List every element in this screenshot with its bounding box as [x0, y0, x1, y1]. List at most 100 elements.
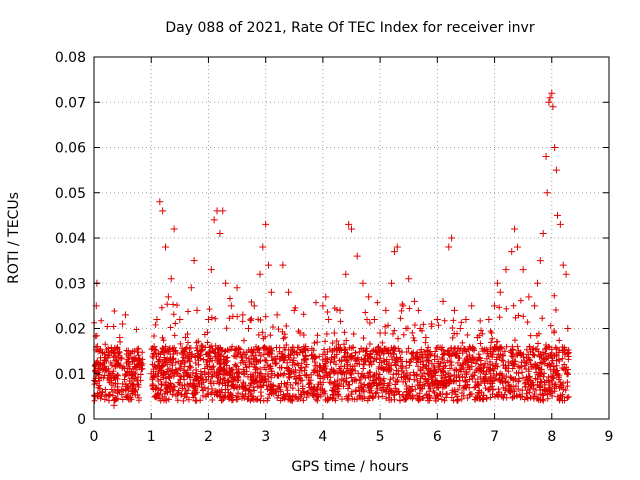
noise-point — [488, 329, 495, 336]
noise-point — [251, 364, 258, 371]
noise-point — [216, 388, 223, 395]
noise-point — [184, 339, 191, 346]
noise-point — [313, 396, 320, 403]
noise-point — [105, 391, 112, 398]
data-point — [307, 352, 315, 360]
noise-point — [167, 324, 174, 331]
noise-point — [424, 370, 431, 377]
noise-point — [417, 384, 424, 391]
noise-point — [500, 352, 507, 359]
noise-point — [348, 355, 355, 362]
noise-point — [549, 373, 556, 380]
data-point — [107, 379, 115, 387]
noise-point — [433, 345, 440, 352]
noise-point — [192, 372, 199, 379]
noise-point — [487, 374, 494, 381]
noise-point — [428, 374, 435, 381]
noise-point — [256, 349, 263, 356]
data-point — [549, 103, 557, 111]
noise-point — [361, 381, 368, 388]
noise-point — [334, 388, 341, 395]
noise-point — [316, 373, 323, 380]
noise-point — [250, 384, 257, 391]
data-point — [359, 279, 367, 287]
noise-point — [348, 374, 355, 381]
noise-point — [332, 381, 339, 388]
noise-point — [262, 366, 269, 373]
noise-point — [488, 339, 495, 346]
noise-point — [257, 352, 264, 359]
noise-point — [382, 389, 389, 396]
noise-point — [478, 389, 485, 396]
noise-point — [231, 347, 238, 354]
noise-point — [257, 357, 264, 364]
noise-point — [456, 347, 463, 354]
noise-point — [135, 345, 142, 352]
noise-point — [380, 366, 387, 373]
noise-point — [423, 362, 430, 369]
noise-point — [205, 353, 212, 360]
noise-point — [372, 347, 379, 354]
noise-point — [134, 381, 141, 388]
noise-point — [461, 357, 468, 364]
data-point — [342, 270, 350, 278]
data-point — [193, 306, 201, 314]
noise-point — [240, 349, 247, 356]
noise-point — [511, 337, 518, 344]
noise-point — [357, 374, 364, 381]
noise-point — [124, 356, 131, 363]
noise-point — [267, 349, 274, 356]
noise-point — [150, 351, 157, 358]
data-point — [104, 352, 112, 360]
noise-point — [216, 351, 223, 358]
noise-point — [97, 395, 104, 402]
noise-point — [419, 364, 426, 371]
data-point — [542, 153, 550, 161]
noise-point — [101, 357, 108, 364]
noise-point — [160, 349, 167, 356]
data-point — [562, 270, 570, 278]
noise-point — [269, 323, 276, 330]
noise-point — [539, 315, 546, 322]
noise-point — [197, 355, 204, 362]
noise-point — [438, 396, 445, 403]
data-point — [164, 293, 172, 301]
noise-point — [341, 341, 348, 348]
noise-point — [338, 375, 345, 382]
noise-point — [155, 350, 162, 357]
data-point — [491, 302, 499, 310]
noise-point — [358, 356, 365, 363]
data-point — [539, 229, 547, 237]
noise-point — [526, 356, 533, 363]
noise-point — [158, 380, 165, 387]
noise-point — [92, 378, 99, 385]
noise-point — [419, 395, 426, 402]
noise-point — [222, 372, 229, 379]
noise-point — [298, 360, 305, 367]
data-point — [428, 320, 436, 328]
noise-point — [471, 384, 478, 391]
noise-point — [223, 355, 230, 362]
noise-point — [158, 304, 165, 311]
noise-point — [459, 339, 466, 346]
x-tick-label: 6 — [433, 429, 442, 445]
y-tick-label: 0.01 — [55, 367, 86, 383]
noise-point — [177, 340, 184, 347]
noise-point — [413, 350, 420, 357]
noise-point — [393, 362, 400, 369]
noise-point — [409, 329, 416, 336]
x-tick-label: 4 — [318, 429, 327, 445]
noise-point — [116, 389, 123, 396]
data-point — [170, 225, 178, 233]
noise-point — [105, 372, 112, 379]
noise-point — [532, 375, 539, 382]
noise-point — [281, 393, 288, 400]
noise-point — [111, 357, 118, 364]
noise-point — [395, 335, 402, 342]
noise-point — [565, 353, 572, 360]
noise-point — [471, 347, 478, 354]
data-point — [245, 325, 252, 332]
noise-point — [352, 357, 359, 364]
noise-point — [366, 387, 373, 394]
